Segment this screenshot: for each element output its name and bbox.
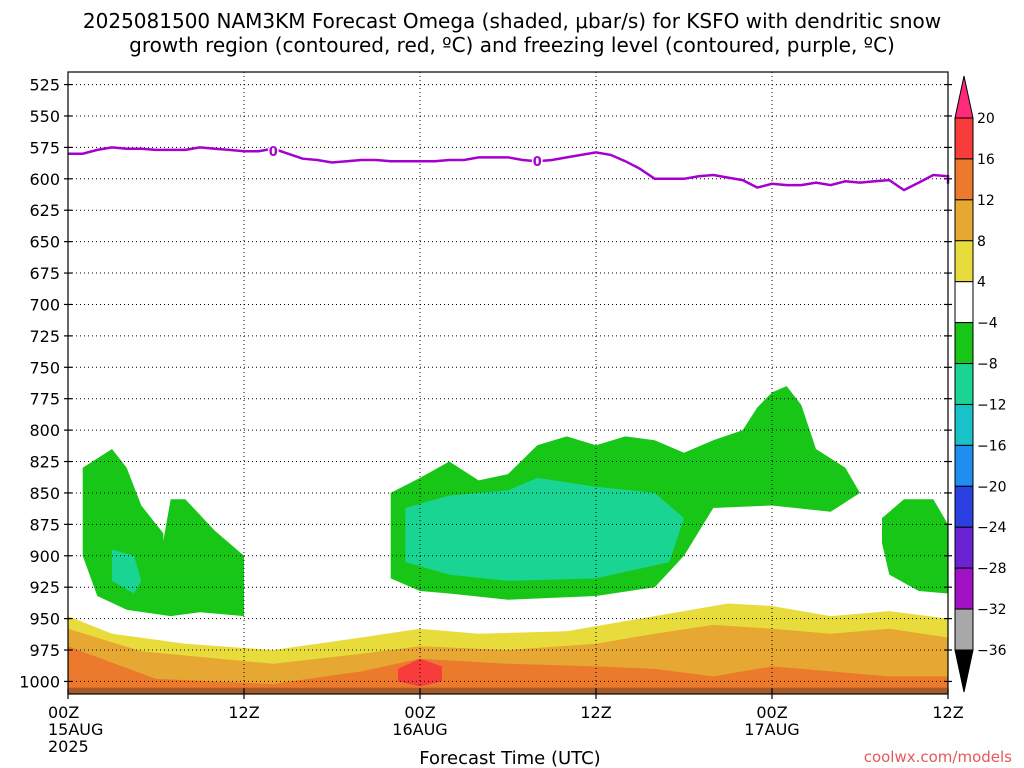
- omega-region-7: [405, 477, 684, 581]
- y-tick-label-0: 525: [29, 76, 60, 95]
- freezing-level-contour: 00: [68, 144, 950, 192]
- y-tick-label-12: 825: [29, 453, 60, 472]
- colorbar-box-8: [954, 444, 974, 487]
- colorbar-box-2: [954, 199, 974, 242]
- y-tick-label-11: 800: [29, 421, 60, 440]
- y-tick-label-4: 625: [29, 201, 60, 220]
- colorbar-label-6: −8: [977, 357, 998, 373]
- y-tick-label-15: 900: [29, 547, 60, 566]
- colorbar-label-0: 20: [977, 111, 995, 127]
- colorbar-box-4: [954, 281, 974, 324]
- y-tick-label-5: 650: [29, 233, 60, 252]
- colorbar-label-9: −20: [977, 479, 1007, 495]
- y-tick-label-8: 725: [29, 327, 60, 346]
- colorbar-box-5: [954, 322, 974, 365]
- colorbar-box-1: [954, 158, 974, 201]
- colorbar-label-2: 12: [977, 193, 995, 209]
- y-tick-label-19: 1000: [19, 672, 60, 691]
- x-tick-label-0-1: 15AUG: [48, 720, 103, 739]
- y-tick-label-18: 975: [29, 641, 60, 660]
- colorbar-box-3: [954, 240, 974, 283]
- x-tick-label-3-0: 12Z: [580, 703, 611, 722]
- y-tick-label-14: 875: [29, 515, 60, 534]
- colorbar-label-7: −12: [977, 397, 1007, 413]
- x-tick-label-4-0: 00Z: [756, 703, 787, 722]
- credit-text: coolwx.com/models: [864, 748, 1012, 766]
- colorbar-box-10: [954, 526, 974, 569]
- grid-lines: [68, 72, 948, 694]
- colorbar-label-13: −36: [977, 643, 1007, 659]
- colorbar-box-9: [954, 485, 974, 528]
- colorbar-label-1: 16: [977, 152, 995, 168]
- colorbar-box-12: [954, 608, 974, 651]
- x-tick-label-4-1: 17AUG: [744, 720, 799, 739]
- y-tick-label-7: 700: [29, 295, 60, 314]
- omega-region-5: [112, 549, 142, 594]
- omega-region-2: [68, 646, 948, 692]
- y-tick-label-3: 600: [29, 170, 60, 189]
- omega-region-4: [82, 449, 244, 617]
- x-tick-label-1-0: 12Z: [228, 703, 259, 722]
- x-tick-label-0-2: 2025: [48, 737, 89, 756]
- y-tick-label-2: 575: [29, 138, 60, 157]
- y-tick-label-9: 750: [29, 358, 60, 377]
- colorbar-label-8: −16: [977, 438, 1007, 454]
- freezing-level-label-1: 0: [533, 155, 542, 170]
- below-ground-strip: [68, 687, 948, 694]
- omega-colorbar: 20 16 12 8 4 −4 −8 −12 −16 −20 −24 −28 −32 −36: [954, 75, 1007, 693]
- colorbar-box-11: [954, 567, 974, 610]
- y-tick-label-1: 550: [29, 107, 60, 126]
- colorbar-box-6: [954, 363, 974, 405]
- omega-region-8: [882, 499, 948, 594]
- freezing-level-label-0: 0: [269, 145, 278, 160]
- y-tick-label-13: 850: [29, 484, 60, 503]
- chart-title: 2025081500 NAM3KM Forecast Omega (shaded…: [83, 9, 941, 33]
- y-tick-label-6: 675: [29, 264, 60, 283]
- colorbar-label-10: −24: [977, 520, 1007, 536]
- colorbar-label-11: −28: [977, 561, 1007, 577]
- x-tick-label-5-0: 12Z: [932, 703, 963, 722]
- y-tick-label-16: 925: [29, 578, 60, 597]
- colorbar-label-5: −4: [977, 316, 998, 332]
- plot-frame: [67, 71, 949, 695]
- y-tick-label-10: 775: [29, 390, 60, 409]
- colorbar-bottom-arrow: [954, 649, 974, 693]
- x-tick-label-0-0: 00Z: [48, 703, 79, 722]
- y-tick-label-17: 950: [29, 610, 60, 629]
- colorbar-label-4: 4: [977, 275, 986, 291]
- colorbar-label-12: −32: [977, 602, 1007, 618]
- omega-shaded-regions: [68, 386, 948, 694]
- colorbar-box-7: [954, 403, 974, 446]
- freezing-level-line: [68, 146, 950, 192]
- x-tick-label-2-1: 16AUG: [392, 720, 447, 739]
- colorbar-top-arrow: [954, 75, 974, 119]
- colorbar-label-3: 8: [977, 234, 986, 250]
- x-tick-label-2-0: 00Z: [404, 703, 435, 722]
- x-axis-label: Forecast Time (UTC): [419, 748, 600, 768]
- y-axis-ticks: 525 550 575 600 625 650 675 700 725 750 775 800 825 8…: [19, 76, 952, 691]
- colorbar-box-0: [954, 117, 974, 160]
- chart-subtitle: growth region (contoured, red, ºC) and f…: [129, 33, 895, 57]
